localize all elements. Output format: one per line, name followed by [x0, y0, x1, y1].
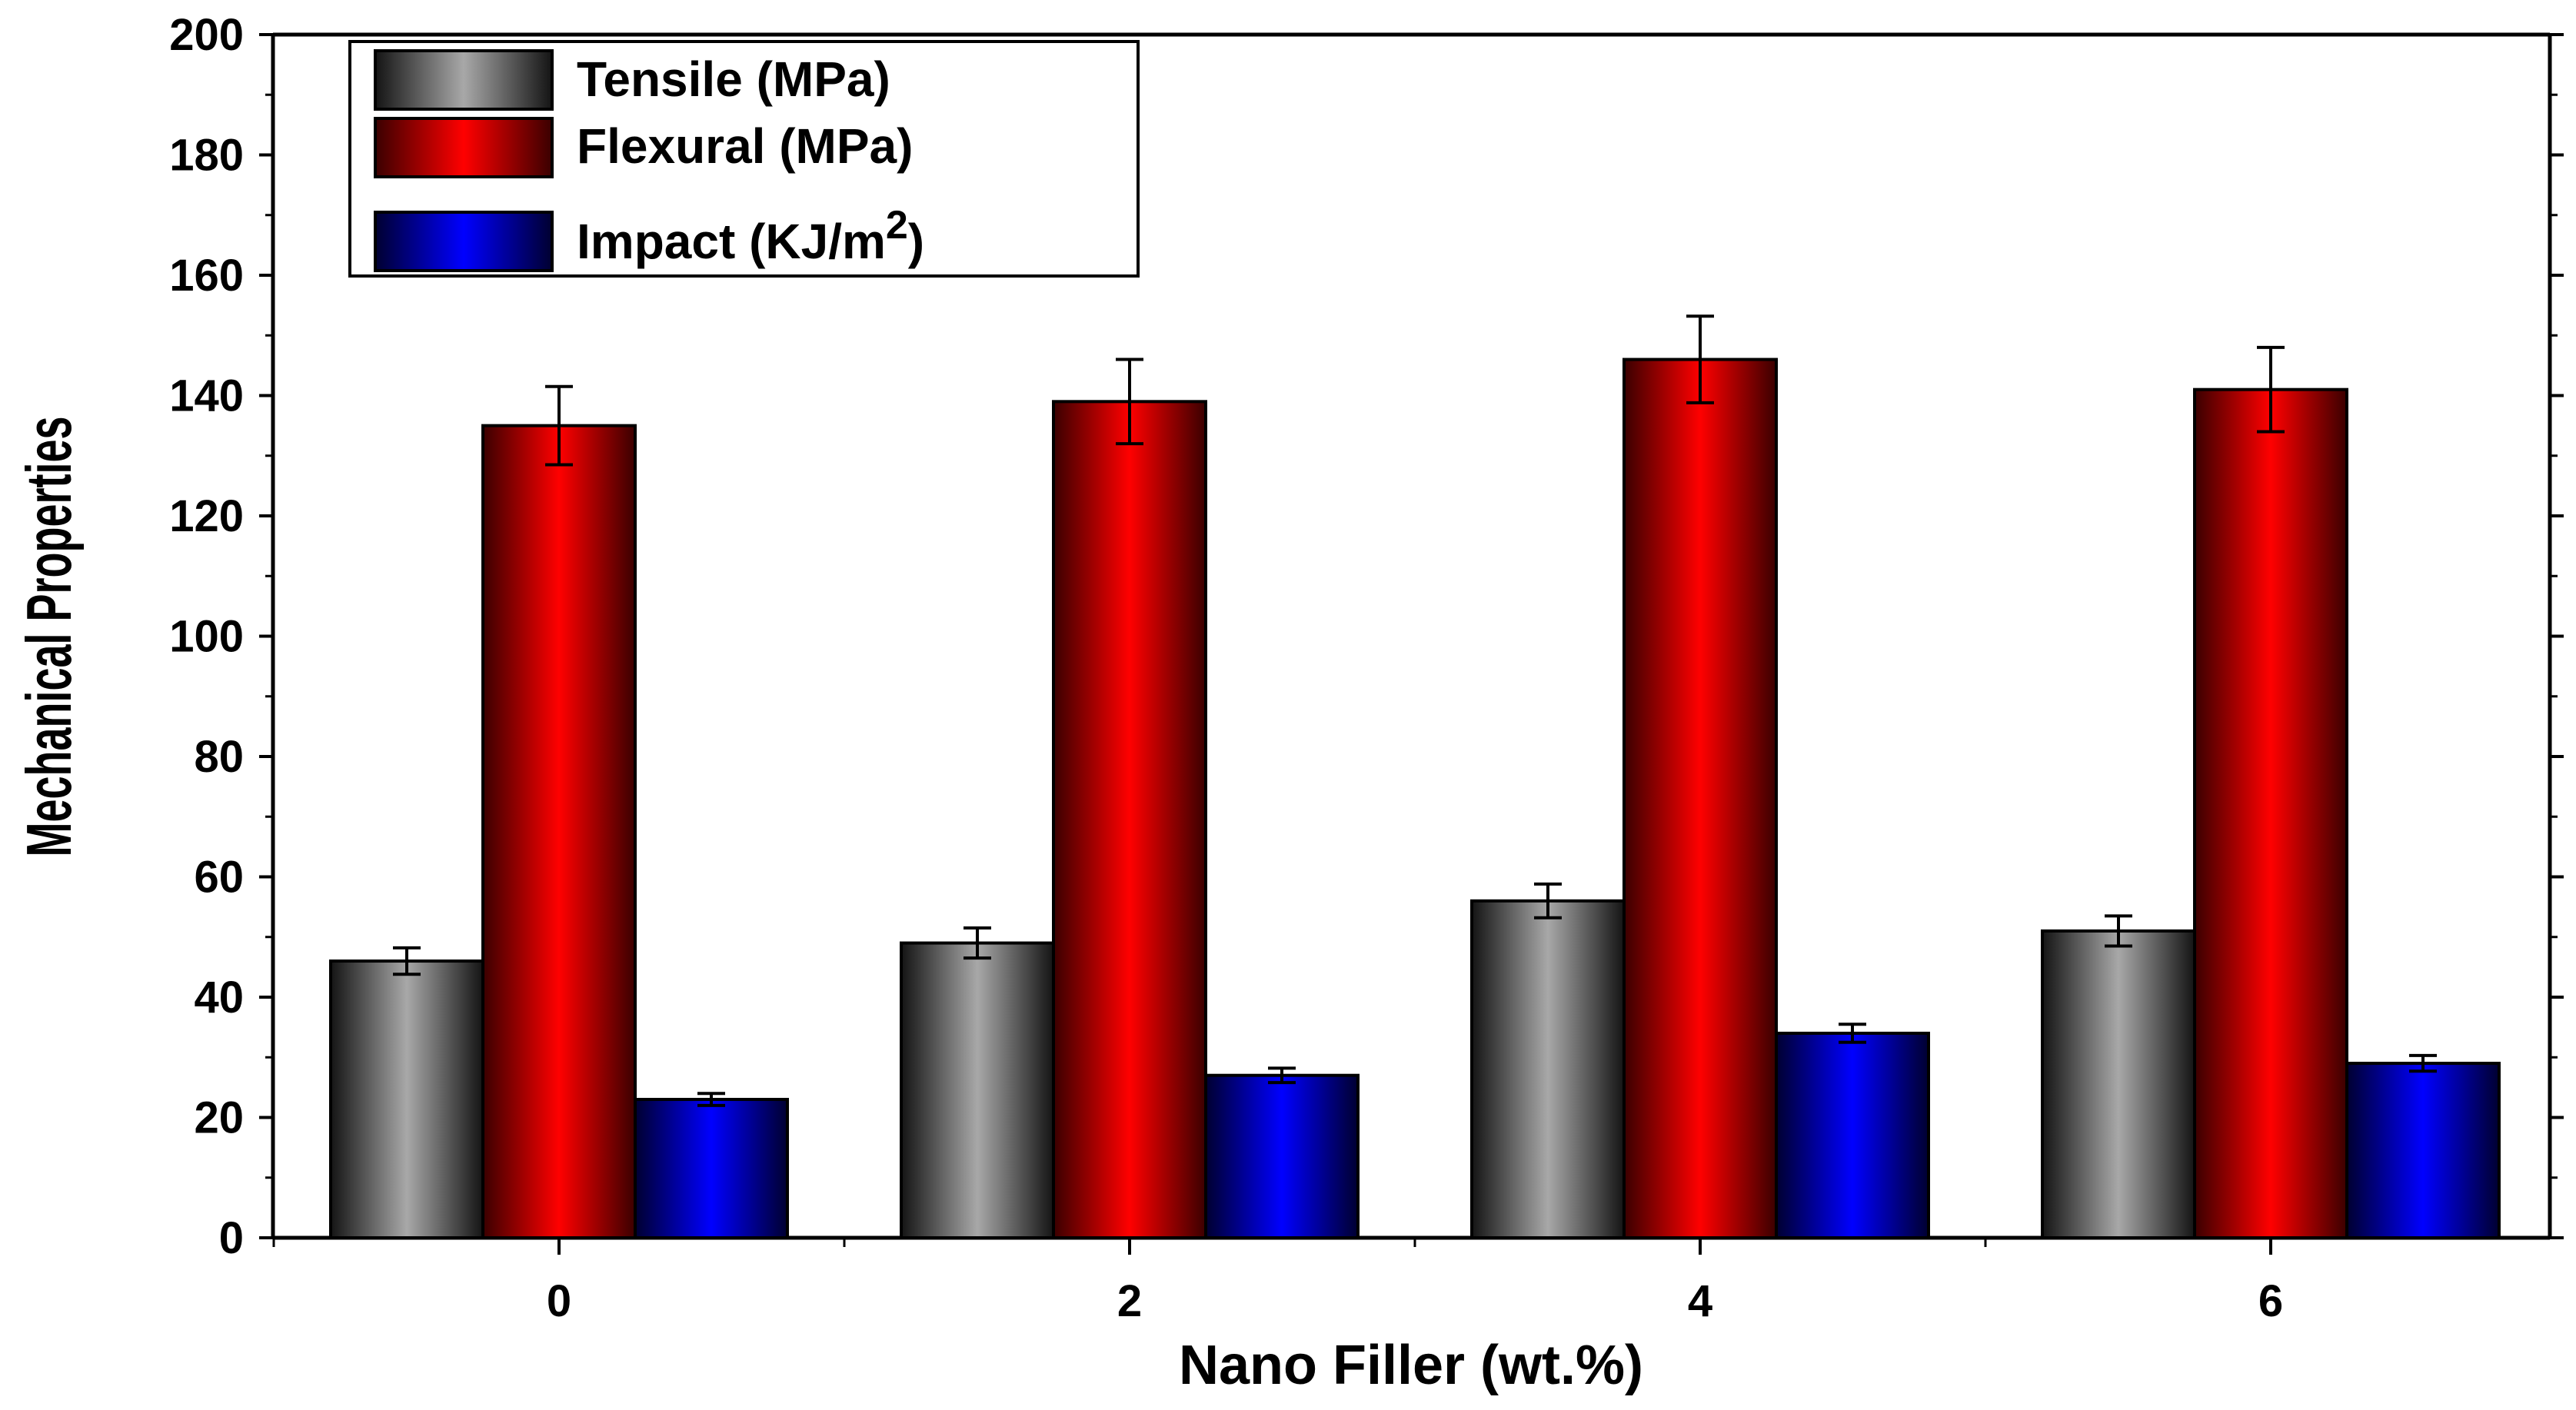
- y-tick-label: 200: [169, 10, 244, 60]
- error-bar: [1686, 314, 1714, 404]
- y-tick-label: 80: [194, 732, 244, 782]
- error-bar: [1839, 1023, 1866, 1044]
- y-axis-ticks: 0 20 40 60 80 100 120 140 160 180 200: [169, 10, 2564, 1263]
- bar-tensile-4: [1470, 899, 1626, 1240]
- legend-label-tensile: Tensile (MPa): [577, 52, 890, 107]
- y-tick-label: 60: [194, 853, 244, 903]
- error-bars-group: [393, 314, 2437, 1107]
- legend-label-impact-main: Impact (KJ/m: [577, 214, 886, 269]
- legend-label-impact-tail: ): [908, 214, 924, 269]
- y-tick-label: 20: [194, 1093, 244, 1143]
- bar-impact-2: [1204, 1073, 1360, 1239]
- y-tick-label: 180: [169, 131, 244, 181]
- y-tick-label: 0: [219, 1213, 244, 1263]
- bar-flexural-4: [1622, 357, 1778, 1239]
- bar-flexural-6: [2193, 387, 2348, 1239]
- error-bar: [393, 946, 421, 976]
- legend-swatch-tensile: [374, 49, 554, 111]
- bar-series-group: [329, 357, 2501, 1240]
- error-bar: [697, 1092, 725, 1107]
- x-tick-label: 4: [1688, 1276, 1712, 1326]
- bar-tensile-0: [329, 959, 484, 1240]
- bar-flexural-0: [481, 424, 637, 1239]
- legend: Tensile (MPa) Flexural (MPa) Impact (KJ/…: [348, 40, 1140, 278]
- x-axis-title: Nano Filler (wt.%): [1179, 1335, 1643, 1396]
- legend-swatch-impact: [374, 211, 554, 272]
- legend-label-impact: Impact (KJ/m2): [577, 203, 924, 269]
- bar-impact-0: [634, 1098, 789, 1240]
- x-tick-label: 6: [2258, 1276, 2283, 1326]
- legend-label-flexural: Flexural (MPa): [577, 118, 913, 174]
- y-tick-label: 120: [169, 491, 244, 541]
- y-tick-label: 100: [169, 612, 244, 662]
- error-bar: [1116, 357, 1143, 446]
- error-bar: [964, 926, 991, 960]
- x-tick-label: 0: [547, 1276, 571, 1326]
- error-bar: [1268, 1066, 1296, 1085]
- y-tick-label: 40: [194, 973, 244, 1023]
- bar-tensile-6: [2041, 929, 2196, 1240]
- legend-label-impact-superscript: 2: [886, 203, 908, 248]
- y-axis-title: Mechanical Properties: [13, 416, 84, 856]
- error-bar: [2409, 1053, 2437, 1073]
- error-bar: [2105, 914, 2132, 948]
- error-bar: [2257, 345, 2285, 434]
- x-tick-label: 2: [1117, 1276, 1142, 1326]
- y-tick-label: 160: [169, 251, 244, 301]
- bar-tensile-2: [900, 941, 1055, 1239]
- bar-impact-6: [2345, 1062, 2501, 1239]
- x-axis-ticks: 0 2 4 6: [272, 1238, 2283, 1326]
- error-bar: [545, 384, 573, 467]
- legend-swatch-flexural: [374, 117, 554, 178]
- error-bar: [1534, 882, 1562, 919]
- y-tick-label: 140: [169, 371, 244, 421]
- bar-impact-4: [1775, 1031, 1930, 1239]
- bar-flexural-2: [1052, 400, 1207, 1240]
